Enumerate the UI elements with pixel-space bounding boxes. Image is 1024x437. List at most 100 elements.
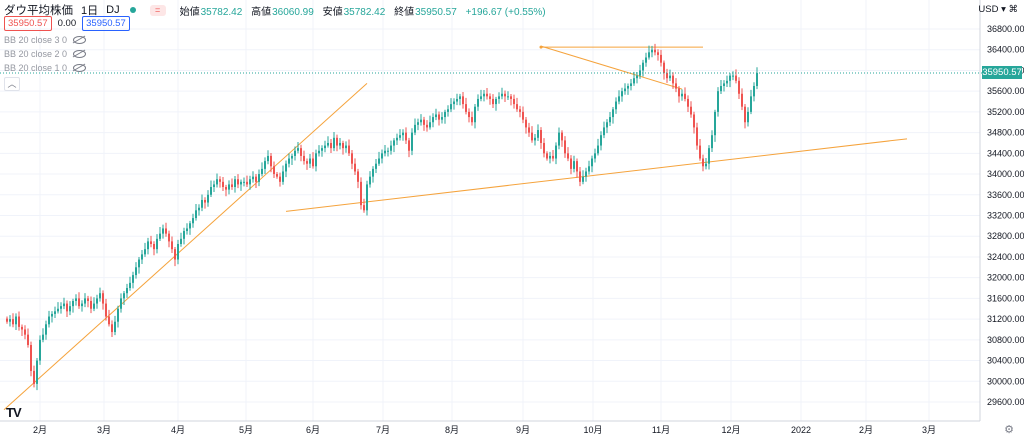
time-tick-label: 2022 [791, 425, 811, 435]
candle-body [477, 98, 479, 107]
candle-body [63, 303, 65, 307]
indicator-bb-3[interactable]: BB 20 close 1 0 [4, 63, 87, 73]
candle-body [396, 137, 398, 141]
candle-body [78, 298, 80, 307]
visibility-hidden-icon[interactable] [73, 50, 87, 58]
tradingview-logo[interactable]: TV [6, 405, 22, 420]
candle-body [129, 282, 131, 289]
candle-body [405, 132, 407, 141]
collapse-legend-icon[interactable]: ︿ [4, 77, 20, 91]
candle-body [654, 49, 656, 53]
price-tick-label: 31600.00 [987, 293, 1024, 303]
candle-body [726, 80, 728, 84]
candle-body [357, 171, 359, 182]
candle-body [579, 171, 581, 182]
time-tick-label: 3月 [922, 425, 936, 435]
candle-body [369, 176, 371, 185]
candle-body [663, 62, 665, 74]
candle-body [132, 275, 134, 283]
candle-body [18, 316, 20, 327]
candle-body [552, 155, 554, 159]
candle-body [249, 179, 251, 185]
candle-body [102, 293, 104, 304]
candle-body [375, 163, 377, 169]
candle-body [495, 98, 497, 105]
time-tick-label: 8月 [445, 425, 459, 435]
candle-body [441, 117, 443, 120]
candle-body [87, 298, 89, 301]
time-axis[interactable]: 2月 3月 4月 5月 6月 7月 8月 9月 10月 11月 12月 2022 2月 3月 [33, 425, 936, 435]
candle-body [237, 179, 239, 185]
candle-body [432, 117, 434, 123]
candle-body [27, 334, 29, 346]
candle-body [588, 166, 590, 172]
candle-body [303, 155, 305, 162]
candle-body [657, 52, 659, 55]
price-tick-label: 32800.00 [987, 231, 1024, 241]
candle-body [114, 321, 116, 333]
symbol-name[interactable]: ダウ平均株価 [4, 5, 73, 17]
sell-button[interactable]: 35950.57 [4, 16, 52, 31]
candle-body [501, 93, 503, 97]
trendline[interactable] [540, 45, 683, 90]
currency-selector[interactable]: USD ▾ ⌘ [978, 4, 1018, 15]
candle-body [324, 145, 326, 149]
compare-icon[interactable]: = [149, 4, 166, 16]
candle-body [666, 73, 668, 79]
candle-body [225, 187, 227, 190]
settings-gear-icon[interactable]: ⚙ [1004, 424, 1014, 436]
candle-body [573, 161, 575, 169]
candle-body [150, 241, 152, 244]
candle-body [315, 153, 317, 167]
candle-body [504, 93, 506, 97]
market-status-icon [129, 7, 136, 13]
candle-body [561, 132, 563, 141]
candle-body [21, 326, 23, 330]
candle-body [111, 324, 113, 333]
candle-body [153, 243, 155, 250]
price-axis[interactable]: 29600.00 30000.00 30400.00 30800.00 31200.00… [987, 24, 1024, 407]
candle-body [381, 153, 383, 159]
interval-label[interactable]: 1日 [81, 5, 99, 17]
candle-body [453, 101, 455, 105]
candle-body [459, 96, 461, 99]
candle-body [630, 83, 632, 86]
candle-body [318, 150, 320, 154]
price-tick-label: 30400.00 [987, 356, 1024, 366]
candle-body [90, 300, 92, 309]
candle-body [429, 122, 431, 128]
candle-body [186, 228, 188, 232]
price-tick-label: 35600.00 [987, 86, 1024, 96]
trendline[interactable] [3, 83, 368, 411]
candle-body [435, 114, 437, 118]
candle-body [510, 96, 512, 99]
candle-body [213, 184, 215, 188]
indicator-bb-2[interactable]: BB 20 close 2 0 [4, 49, 87, 59]
candle-body [567, 153, 569, 159]
candle-body [345, 145, 347, 149]
visibility-hidden-icon[interactable] [73, 36, 87, 44]
spread-value: 0.00 [57, 18, 77, 29]
candle-body [597, 145, 599, 154]
candle-body [360, 181, 362, 206]
time-tick-label: 9月 [516, 425, 530, 435]
price-tick-label: 35200.00 [987, 107, 1024, 117]
candle-body [423, 119, 425, 125]
time-tick-label: 3月 [97, 425, 111, 435]
candle-body [717, 91, 719, 112]
time-tick-label: 11月 [652, 425, 670, 435]
candle-body [621, 91, 623, 97]
indicator-label: BB 20 close 2 0 [4, 49, 68, 59]
candle-body [540, 130, 542, 143]
candle-body [306, 161, 308, 164]
candle-body [711, 135, 713, 149]
indicator-bb-1[interactable]: BB 20 close 3 0 [4, 35, 87, 45]
candle-body [609, 117, 611, 123]
visibility-hidden-icon[interactable] [73, 64, 87, 72]
candle-body [258, 174, 260, 182]
buy-button[interactable]: 35950.57 [82, 16, 130, 31]
candle-body [735, 75, 737, 81]
price-tick-label: 33600.00 [987, 190, 1024, 200]
trendline[interactable] [285, 138, 908, 212]
